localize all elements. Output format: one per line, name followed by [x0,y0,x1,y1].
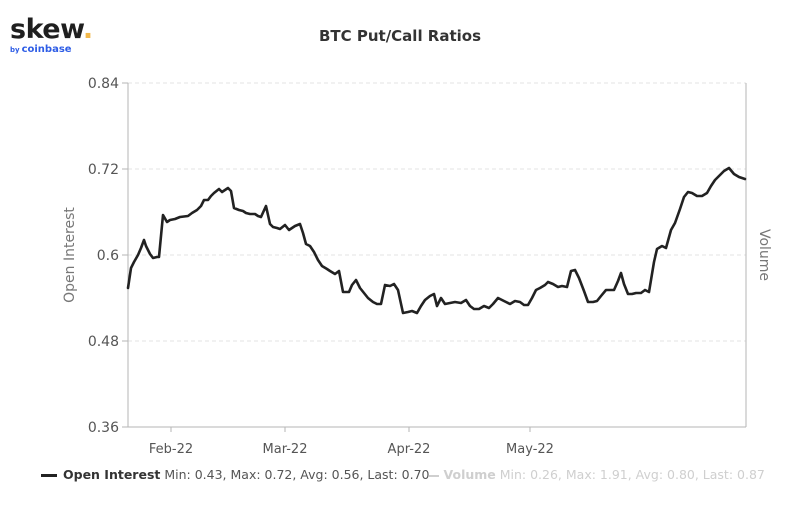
y-tick-label: 0.36 [88,420,119,436]
skew-logo: skew. by coinbase [10,16,93,56]
logo-coinbase: coinbase [21,44,72,55]
y-ticks: 0.36 0.48 0.6 0.72 0.84 [88,76,128,436]
open-interest-line[interactable] [126,166,747,315]
y-tick-label: 0.6 [97,248,119,264]
logo-text: skew [10,14,83,45]
legend-swatch-icon [429,474,440,477]
x-tick-label: Apr-22 [388,442,431,457]
y-tick-label: 0.72 [88,162,119,178]
x-tick-label: Mar-22 [263,442,308,457]
legend-item-volume[interactable]: Volume Min: 0.26, Max: 1.91, Avg: 0.80, … [429,467,765,482]
gridlines [128,82,746,342]
chart-title: BTC Put/Call Ratios [318,27,482,45]
y-tick-label: 0.48 [88,334,119,350]
y2-axis-title: Volume [756,229,772,281]
x-ticks: Feb-22 Mar-22 Apr-22 May-22 [149,427,554,457]
legend: Open Interest Min: 0.43, Max: 0.72, Avg:… [41,467,765,482]
x-tick-label: Feb-22 [149,442,193,457]
y-axis-title: Open Interest [62,207,78,303]
logo-dot: . [82,14,93,45]
legend-swatch-icon [41,474,57,477]
logo-by: by [10,46,20,54]
legend-item-open-interest[interactable]: Open Interest Min: 0.43, Max: 0.72, Avg:… [41,467,429,482]
x-tick-label: May-22 [506,442,554,457]
y-tick-label: 0.84 [88,76,119,92]
